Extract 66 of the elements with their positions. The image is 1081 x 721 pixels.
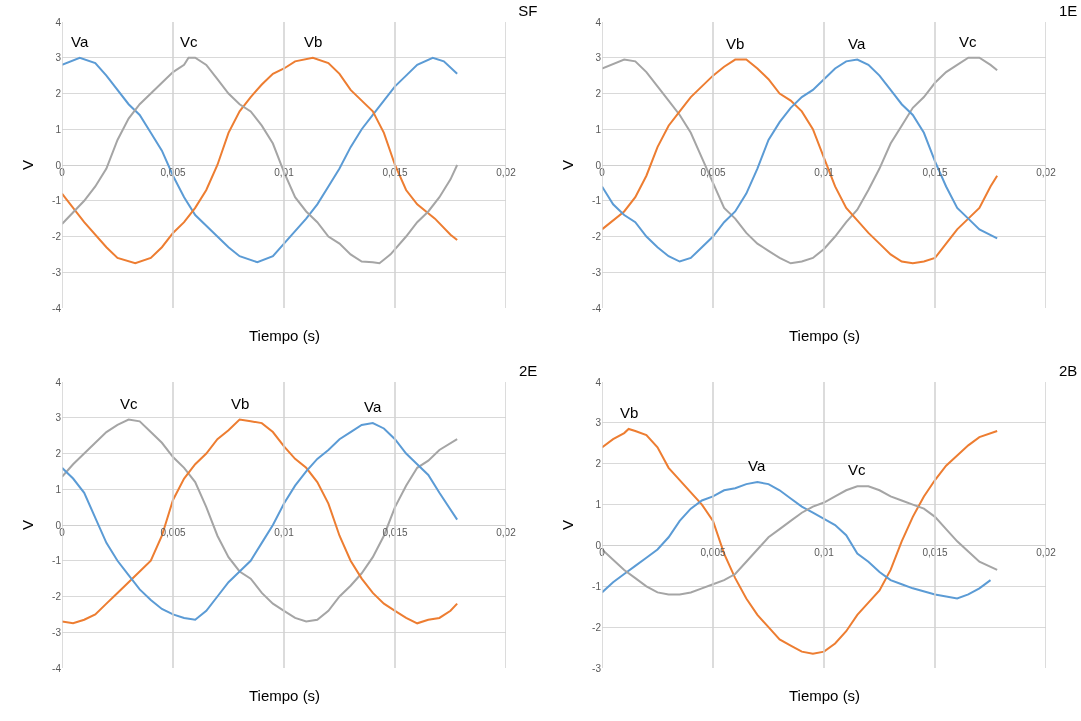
y-axis-title: V bbox=[559, 519, 577, 531]
chart-title: SF bbox=[518, 1, 538, 19]
x-tick-label: 0,005 bbox=[700, 167, 726, 178]
x-axis-title: Tiempo (s) bbox=[789, 687, 861, 704]
y-tick-label: -2 bbox=[592, 621, 602, 633]
series-label: Va bbox=[364, 398, 382, 415]
y-tick-label: -1 bbox=[592, 580, 602, 592]
series-label: Vc bbox=[848, 461, 866, 478]
x-tick-label: 0,015 bbox=[922, 547, 948, 559]
y-tick-label: -1 bbox=[52, 195, 62, 207]
y-tick-label: -3 bbox=[52, 266, 62, 278]
series-label: Va bbox=[848, 35, 866, 52]
y-tick-label: -2 bbox=[52, 591, 62, 602]
y-tick-label: -2 bbox=[52, 231, 62, 242]
y-tick-label: 1 bbox=[595, 123, 602, 135]
series-label: Vb bbox=[726, 35, 745, 52]
series-label: Vc bbox=[180, 33, 198, 50]
series-label: Va bbox=[748, 457, 766, 474]
x-tick-label: 0,02 bbox=[1036, 547, 1057, 559]
series-label: Vc bbox=[959, 33, 977, 50]
x-axis-title: Tiempo (s) bbox=[249, 327, 321, 344]
x-tick-label: 0,02 bbox=[496, 527, 517, 538]
y-tick-label: -3 bbox=[592, 266, 602, 278]
series-label: Vb bbox=[231, 395, 250, 412]
x-tick-label: 0,02 bbox=[496, 167, 517, 178]
y-tick-label: 3 bbox=[55, 52, 62, 64]
y-tick-label: 3 bbox=[595, 52, 602, 64]
series-label: Vb bbox=[304, 33, 323, 50]
y-tick-label: 1 bbox=[55, 123, 62, 135]
series-label: Vc bbox=[120, 395, 138, 412]
y-tick-label: 1 bbox=[55, 483, 62, 495]
y-tick-label: 4 bbox=[55, 376, 62, 388]
y-tick-label: -2 bbox=[592, 231, 602, 242]
y-tick-label: 3 bbox=[595, 417, 602, 429]
y-tick-label: 4 bbox=[55, 16, 62, 28]
y-axis-title: V bbox=[559, 159, 577, 171]
x-tick-label: 0,01 bbox=[274, 527, 295, 538]
x-axis-title: Tiempo (s) bbox=[789, 327, 861, 344]
y-tick-label: -1 bbox=[52, 555, 62, 567]
x-tick-label: 0,01 bbox=[814, 547, 835, 559]
y-tick-label: 4 bbox=[595, 16, 602, 28]
x-tick-label: 0,005 bbox=[160, 167, 186, 178]
y-tick-label: 1 bbox=[595, 499, 602, 511]
y-tick-label: -4 bbox=[592, 302, 602, 314]
y-tick-label: -3 bbox=[52, 626, 62, 638]
y-tick-label: 2 bbox=[55, 448, 62, 459]
y-tick-label: 3 bbox=[55, 412, 62, 424]
y-tick-label: 2 bbox=[595, 88, 602, 99]
x-tick-label: 0,02 bbox=[1036, 167, 1057, 178]
y-axis-title: V bbox=[19, 519, 37, 531]
series-label: Vb bbox=[620, 404, 639, 421]
series-label: Va bbox=[71, 33, 89, 50]
y-tick-label: -4 bbox=[52, 662, 62, 674]
x-axis-title: Tiempo (s) bbox=[249, 687, 321, 704]
chart-title: 1E bbox=[1058, 1, 1078, 19]
y-tick-label: 4 bbox=[595, 376, 602, 388]
x-tick-label: 0,015 bbox=[382, 527, 408, 538]
y-tick-label: -4 bbox=[52, 302, 62, 314]
y-tick-label: 2 bbox=[595, 458, 602, 470]
x-tick-label: 0,01 bbox=[274, 167, 295, 178]
chart-title: 2B bbox=[1058, 361, 1078, 379]
chart-title: 2E bbox=[518, 361, 538, 379]
y-tick-label: 2 bbox=[55, 88, 62, 99]
y-tick-label: -1 bbox=[592, 195, 602, 207]
y-axis-title: V bbox=[19, 159, 37, 171]
y-tick-label: -3 bbox=[592, 662, 602, 674]
